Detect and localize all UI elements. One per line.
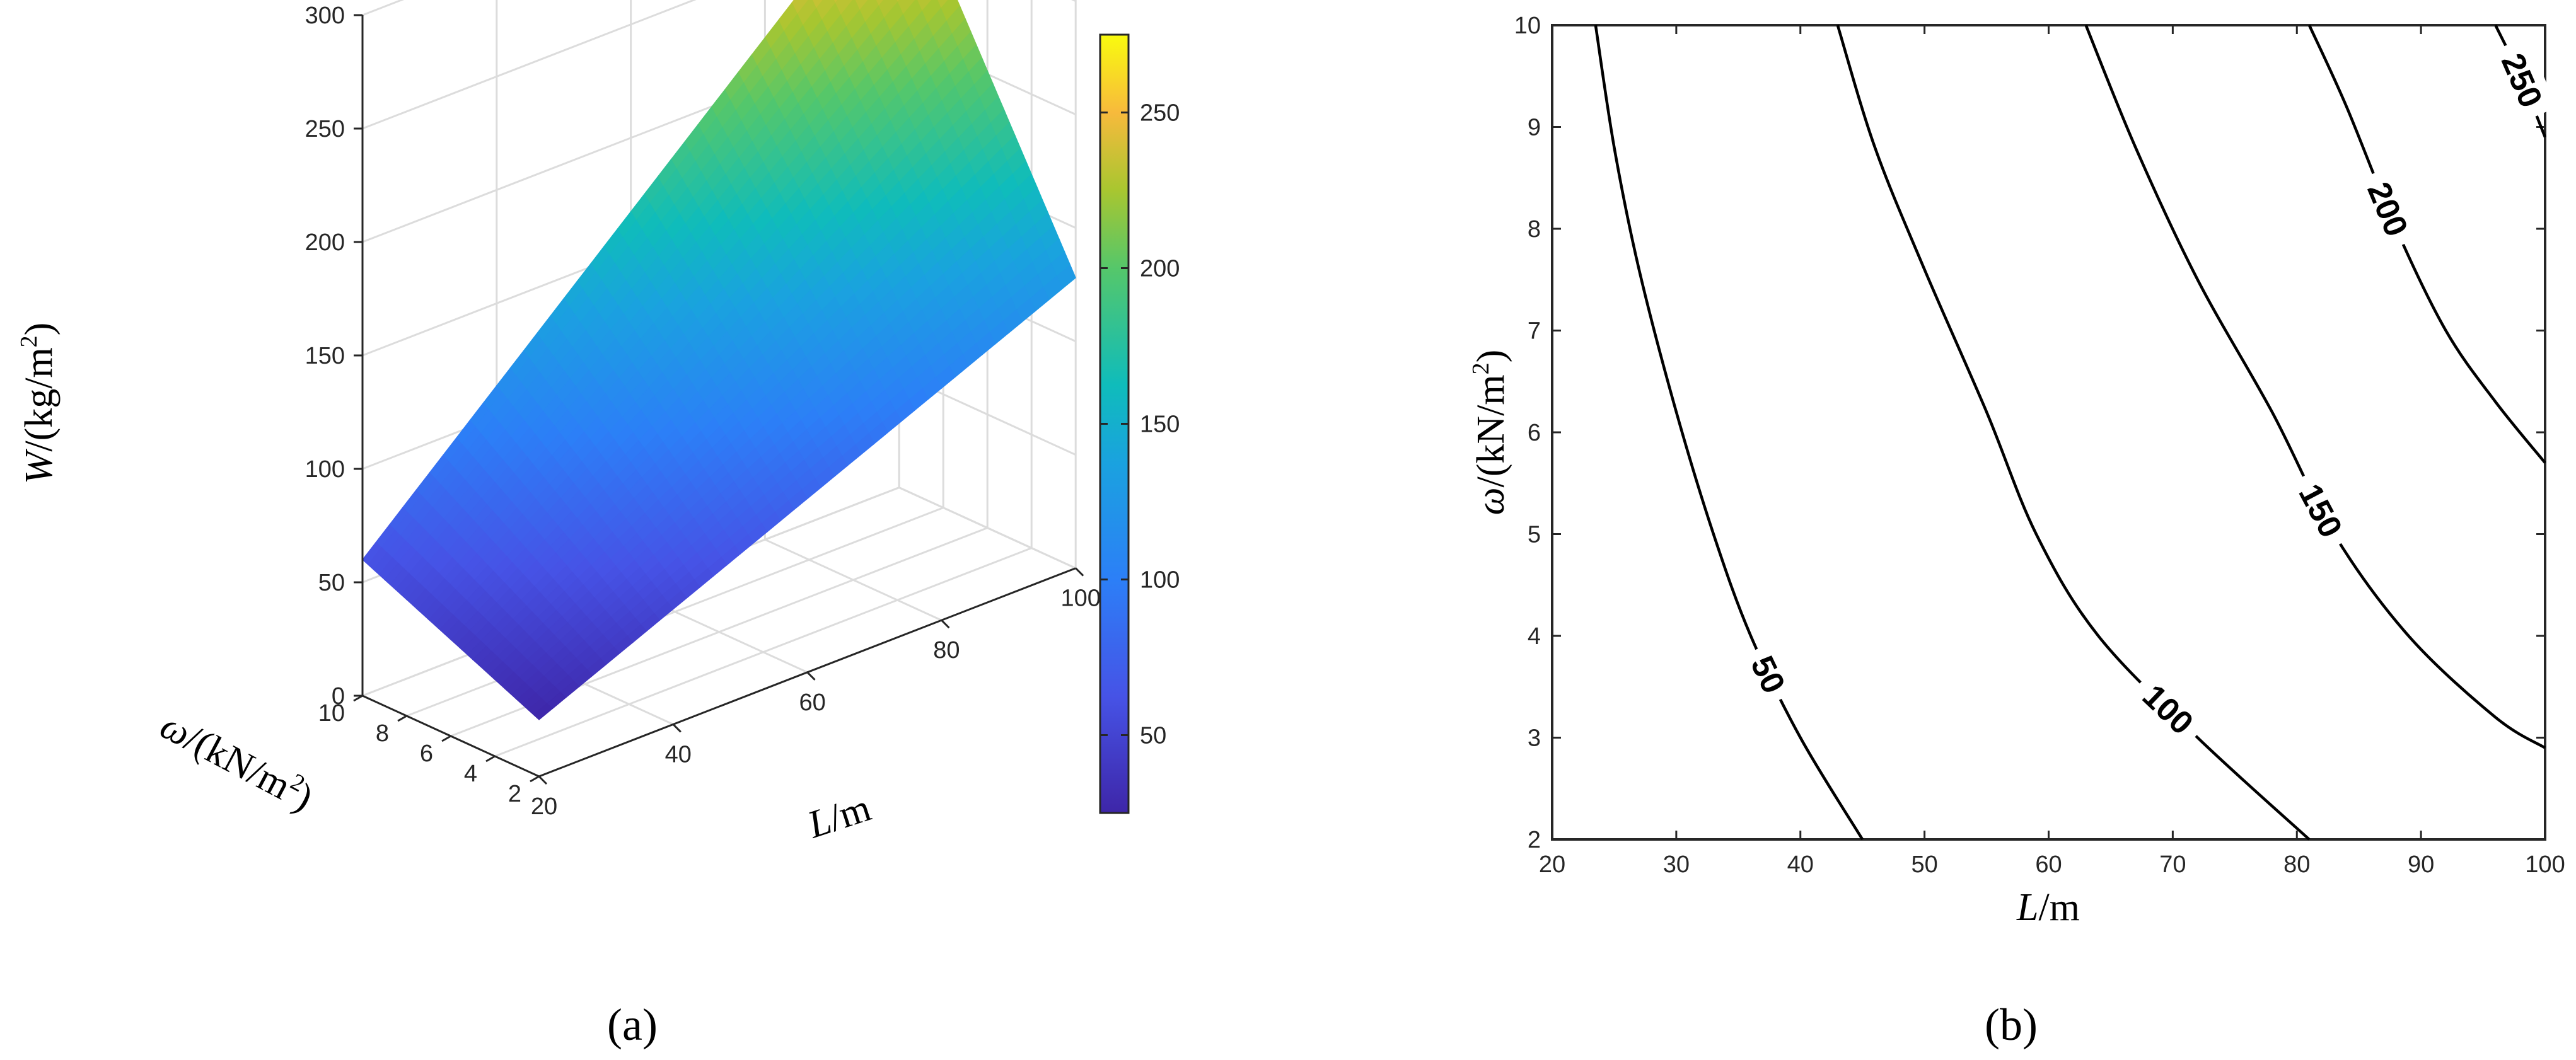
- W-tick-label: 200: [305, 229, 345, 256]
- surface: [362, 0, 1076, 720]
- panel-a-ticks: 20 40 60 80 100 2 4 6 8 100 50 100 150 200 250 300: [305, 3, 1101, 820]
- x-tick-label: 70: [2159, 851, 2186, 878]
- z-gridline: [362, 0, 404, 16]
- omega-tick-label: 4: [464, 761, 477, 787]
- panel-b-ticks: 20 30 40 50 60 70 80 90 100 2 3 4 5 6 7 8 9 10: [1514, 13, 2565, 878]
- colorbar-tick-label: 150: [1140, 412, 1180, 438]
- contour-line: [2084, 25, 2546, 749]
- W-tick-label: 50: [318, 570, 345, 596]
- contour-line: [1594, 25, 1864, 841]
- surface-patch: [875, 0, 885, 7]
- W-tick-label: 100: [305, 456, 345, 483]
- colorbar: 50 100 150 200 250: [1099, 33, 1180, 814]
- contour-50: 50: [1594, 25, 1864, 841]
- colorbar-ticks: 50 100 150 200 250: [1100, 100, 1180, 749]
- y-tick-label: 2: [1528, 827, 1541, 853]
- W-tick-label: 250: [305, 116, 345, 142]
- contour-label-gap: [2283, 466, 2358, 555]
- omega-tick-label: 10: [318, 700, 345, 727]
- L-tick: [1075, 567, 1084, 577]
- contour-label-gap: [2125, 667, 2211, 752]
- x-tick-label: 100: [2525, 851, 2565, 878]
- L-tick: [806, 671, 816, 681]
- L-tick-label: 20: [531, 793, 557, 820]
- y-tick-label: 6: [1528, 420, 1541, 446]
- omega-tick: [397, 715, 407, 722]
- caption-b: (b): [1985, 1000, 2038, 1050]
- surface-patch: [533, 703, 554, 720]
- W-tick-label: 300: [305, 3, 345, 29]
- x-tick-label: 40: [1787, 851, 1814, 878]
- z-axis-label: W/(kg/m2): [16, 323, 61, 485]
- x-tick-label: 90: [2408, 851, 2434, 878]
- x-tick-label: 80: [2283, 851, 2310, 878]
- contour-line: [2307, 25, 2546, 464]
- x-axis-label: L/m: [2016, 886, 2080, 929]
- x-tick-label: 20: [1539, 851, 1565, 878]
- y-tick-label: 4: [1528, 623, 1541, 650]
- y-tick-label: 5: [1528, 522, 1541, 548]
- omega-tick-label: 6: [420, 740, 433, 767]
- x-tick-label: 50: [1911, 851, 1937, 878]
- z-gridline: [362, 0, 1076, 130]
- y-tick-label: 9: [1528, 115, 1541, 141]
- colorbar-tick-label: 100: [1140, 567, 1180, 594]
- y-axis-label-3d: ω/(kN/m2): [153, 703, 320, 820]
- W-tick-label: 150: [305, 343, 345, 369]
- y-tick-label: 3: [1528, 725, 1541, 752]
- omega-tick-label: 2: [508, 781, 521, 807]
- x-axis-label-3d: L/m: [802, 786, 876, 847]
- L-tick: [672, 723, 682, 733]
- x-tick-label: 30: [1663, 851, 1690, 878]
- contour-200: 200: [2307, 25, 2546, 464]
- y-tick-label: 10: [1514, 13, 1541, 39]
- omega-tick: [485, 755, 496, 763]
- caption-a: (a): [607, 1000, 658, 1050]
- panel-a-surface-plot: 20 40 60 80 100 2 4 6 8 100 50 100 150 200 250 300 W/(k…: [16, 0, 1180, 1050]
- contour-label-gap: [2487, 37, 2557, 124]
- L-tick-label: 80: [933, 637, 960, 664]
- L-tick-label: 40: [665, 741, 692, 768]
- W-tick-label: 0: [332, 683, 345, 710]
- y-tick-label: 7: [1528, 318, 1541, 345]
- colorbar-tick-label: 50: [1140, 723, 1166, 749]
- L-tick: [538, 775, 548, 785]
- contour-label-gap: [2353, 165, 2423, 253]
- omega-tick-label: 8: [376, 720, 389, 747]
- x-tick-label: 60: [2035, 851, 2062, 878]
- colorbar-tick-label: 250: [1140, 100, 1180, 127]
- L-tick-label: 100: [1060, 585, 1100, 612]
- contour-label-gap: [1737, 640, 1800, 709]
- L-tick: [941, 619, 950, 629]
- y-tick-label: 8: [1528, 216, 1541, 243]
- omega-tick: [530, 775, 540, 783]
- L-tick-label: 60: [799, 689, 825, 716]
- omega-tick: [441, 735, 451, 742]
- plot-area: [1551, 24, 2546, 841]
- colorbar-tick-label: 200: [1140, 256, 1180, 282]
- y-axis-label: ω/(kN/m2): [1468, 350, 1512, 516]
